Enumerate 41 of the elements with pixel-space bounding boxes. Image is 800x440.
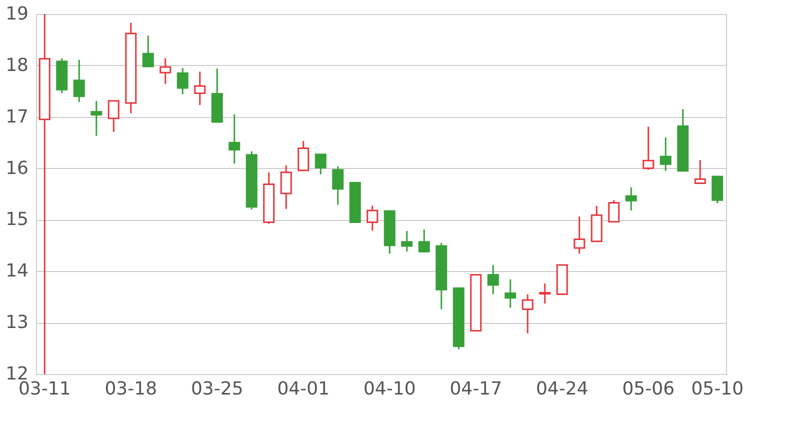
candlestick xyxy=(694,159,706,184)
x-tick-label: 04-01 xyxy=(277,378,330,400)
candlestick xyxy=(574,216,586,254)
candlestick xyxy=(608,199,620,223)
candlestick xyxy=(712,176,724,204)
x-tick-label: 05-06 xyxy=(622,378,675,400)
candlestick xyxy=(366,205,378,232)
candlestick xyxy=(176,67,188,95)
y-tick-label: 14 xyxy=(6,260,28,282)
y-tick-label: 16 xyxy=(6,158,28,179)
candlestick xyxy=(539,282,551,304)
x-tick-label: 04-17 xyxy=(450,378,502,400)
candlestick xyxy=(332,165,344,206)
x-tick-label: 03-18 xyxy=(104,378,158,400)
x-tick-label: 04-24 xyxy=(536,378,588,400)
candlestick xyxy=(228,114,240,164)
candlestick xyxy=(314,154,326,176)
x-tick-label: 05-10 xyxy=(691,378,744,400)
candlestick xyxy=(298,140,310,172)
x-tick-label: 03-25 xyxy=(190,378,244,400)
candlestick xyxy=(90,100,102,137)
candlestick xyxy=(522,294,534,334)
y-tick-label: 15 xyxy=(6,209,28,230)
candlestick xyxy=(504,278,516,308)
candlestick xyxy=(142,34,154,68)
x-tick-label: 04-10 xyxy=(363,378,416,400)
candlestick xyxy=(401,230,413,252)
candlestick xyxy=(280,164,292,210)
y-tick-label: 19 xyxy=(6,4,28,24)
candlestick xyxy=(625,186,637,212)
y-tick-label: 13 xyxy=(6,312,28,334)
y-tick-label: 17 xyxy=(6,106,28,128)
candlestick xyxy=(487,264,499,296)
y-tick-label: 18 xyxy=(6,54,28,76)
candlestick xyxy=(642,126,654,171)
candlestick xyxy=(418,228,430,254)
candlestick xyxy=(73,59,85,103)
candlestick xyxy=(194,70,206,106)
candlestick xyxy=(660,136,672,172)
candlestick xyxy=(160,57,172,85)
candlestick xyxy=(108,100,120,133)
